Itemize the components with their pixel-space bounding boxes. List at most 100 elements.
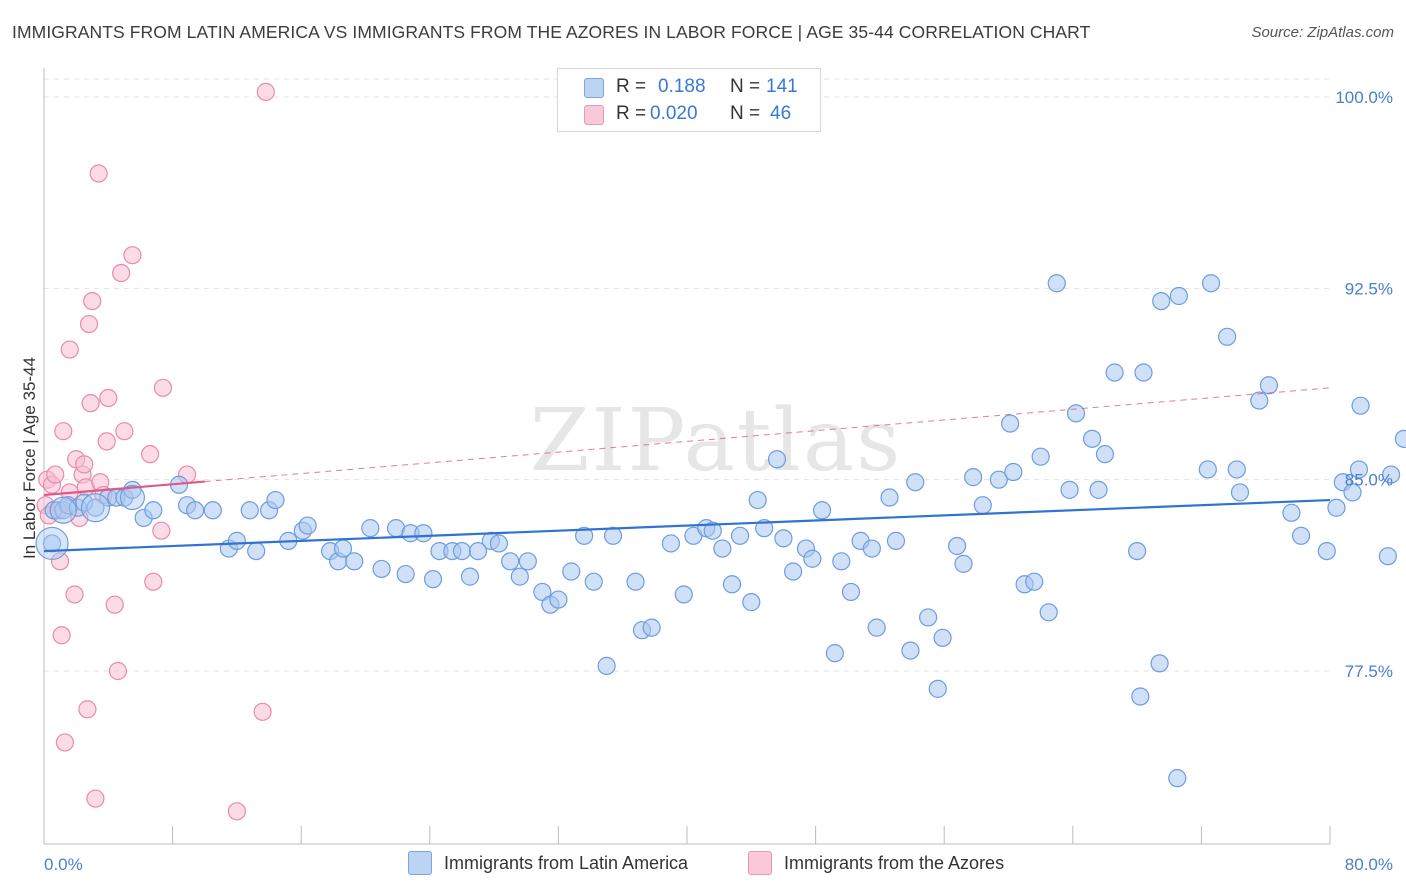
blue-point bbox=[626, 572, 645, 591]
n-value: 141 bbox=[766, 76, 798, 97]
blue-point bbox=[947, 536, 967, 556]
pink-point bbox=[105, 595, 124, 614]
blue-point bbox=[832, 552, 851, 571]
blue-point bbox=[80, 493, 111, 523]
blue-point bbox=[1047, 274, 1066, 293]
pink-stats-swatch bbox=[584, 105, 604, 125]
pink-point bbox=[112, 263, 131, 283]
blue-point bbox=[460, 567, 480, 586]
blue-point bbox=[919, 608, 938, 627]
pink-point bbox=[256, 82, 275, 101]
trend-lines bbox=[43, 387, 1331, 553]
x-tick-label: 0.0% bbox=[44, 855, 83, 874]
pink-point bbox=[140, 445, 160, 464]
blue-point bbox=[642, 618, 661, 637]
blue-point bbox=[119, 484, 146, 511]
blue-point bbox=[510, 567, 529, 586]
blue-stats-swatch bbox=[584, 78, 604, 98]
legend-pink-label: Immigrants from the Azores bbox=[784, 852, 1005, 873]
pink-trend-line-solid bbox=[43, 480, 205, 497]
blue-point bbox=[298, 516, 317, 535]
pink-point bbox=[79, 314, 99, 334]
pink-point bbox=[108, 661, 128, 681]
pink-point bbox=[75, 455, 94, 474]
blue-point bbox=[452, 541, 472, 561]
stats-row-pink: R = 0.020 N = 46 bbox=[558, 101, 820, 127]
blue-point bbox=[774, 529, 793, 548]
blue-point bbox=[862, 539, 881, 558]
blue-point bbox=[812, 501, 832, 520]
blue-point bbox=[203, 501, 222, 520]
blue-point bbox=[767, 450, 787, 469]
legend-blue: Immigrants from Latin America bbox=[408, 851, 688, 875]
legend-blue-swatch bbox=[408, 851, 432, 875]
n-label: N = bbox=[730, 76, 761, 97]
axes bbox=[43, 68, 1331, 845]
pink-point bbox=[115, 422, 134, 441]
blue-point bbox=[1343, 483, 1362, 502]
pink-series-points bbox=[36, 82, 275, 821]
blue-point bbox=[1349, 460, 1369, 479]
blue-point bbox=[468, 541, 488, 561]
blue-point bbox=[227, 531, 246, 550]
blue-point bbox=[1230, 483, 1250, 502]
r-value: 0.188 bbox=[658, 76, 706, 97]
blue-point bbox=[755, 519, 774, 538]
blue-point bbox=[1066, 404, 1086, 423]
blue-point bbox=[562, 562, 581, 581]
blue-point bbox=[501, 552, 520, 571]
blue-point bbox=[748, 490, 767, 510]
pink-point bbox=[89, 164, 108, 183]
blue-point bbox=[1227, 460, 1246, 479]
pink-trend-line-dashed bbox=[204, 387, 1331, 483]
blue-point bbox=[266, 490, 285, 510]
blue-point bbox=[396, 564, 415, 584]
blue-point bbox=[423, 570, 443, 589]
n-label: N = bbox=[730, 103, 761, 124]
blue-point bbox=[1060, 480, 1079, 499]
blue-point bbox=[414, 524, 433, 543]
blue-point bbox=[933, 628, 952, 647]
blue-point bbox=[247, 541, 266, 561]
blue-point bbox=[603, 526, 623, 545]
blue-point bbox=[1198, 460, 1217, 479]
x-tick-labels: 0.0% 80.0% bbox=[44, 855, 1393, 874]
source-label: Source: ZipAtlas.com bbox=[1251, 24, 1394, 41]
pink-point bbox=[83, 291, 102, 311]
blue-point bbox=[1134, 363, 1153, 382]
blue-point bbox=[575, 526, 594, 545]
blue-point bbox=[1105, 363, 1124, 382]
blue-point bbox=[86, 498, 105, 517]
blue-point bbox=[742, 593, 761, 612]
blue-point bbox=[730, 526, 750, 545]
blue-point bbox=[1004, 462, 1023, 482]
blue-point bbox=[1150, 654, 1169, 673]
blue-point bbox=[144, 501, 163, 520]
blue-point bbox=[825, 644, 844, 663]
pink-point bbox=[227, 802, 246, 821]
pink-point bbox=[60, 340, 79, 359]
blue-point bbox=[886, 531, 906, 550]
blue-point bbox=[973, 496, 992, 515]
blue-point bbox=[1095, 445, 1115, 464]
x-tick-label: 80.0% bbox=[1345, 855, 1393, 874]
blue-point bbox=[703, 521, 722, 540]
blue-point bbox=[1089, 480, 1108, 499]
blue-point bbox=[372, 559, 391, 579]
blue-series-points bbox=[35, 274, 1406, 788]
blue-point bbox=[841, 582, 861, 602]
legend-pink-swatch bbox=[748, 851, 772, 875]
blue-point bbox=[954, 554, 973, 573]
pink-point bbox=[52, 626, 71, 645]
pink-point bbox=[86, 789, 105, 808]
r-label: R = bbox=[616, 103, 647, 124]
blue-point bbox=[1259, 376, 1279, 395]
blue-point bbox=[49, 496, 77, 524]
stats-row-blue: R = 0.188 N = 141 bbox=[558, 74, 820, 100]
blue-point bbox=[1168, 769, 1187, 788]
y-tick-labels: 77.5% 85.0% 92.5% 100.0% bbox=[1335, 88, 1393, 681]
legend-pink: Immigrants from the Azores bbox=[748, 851, 1004, 875]
blue-point bbox=[584, 572, 603, 591]
r-value: 0.020 bbox=[650, 103, 698, 124]
